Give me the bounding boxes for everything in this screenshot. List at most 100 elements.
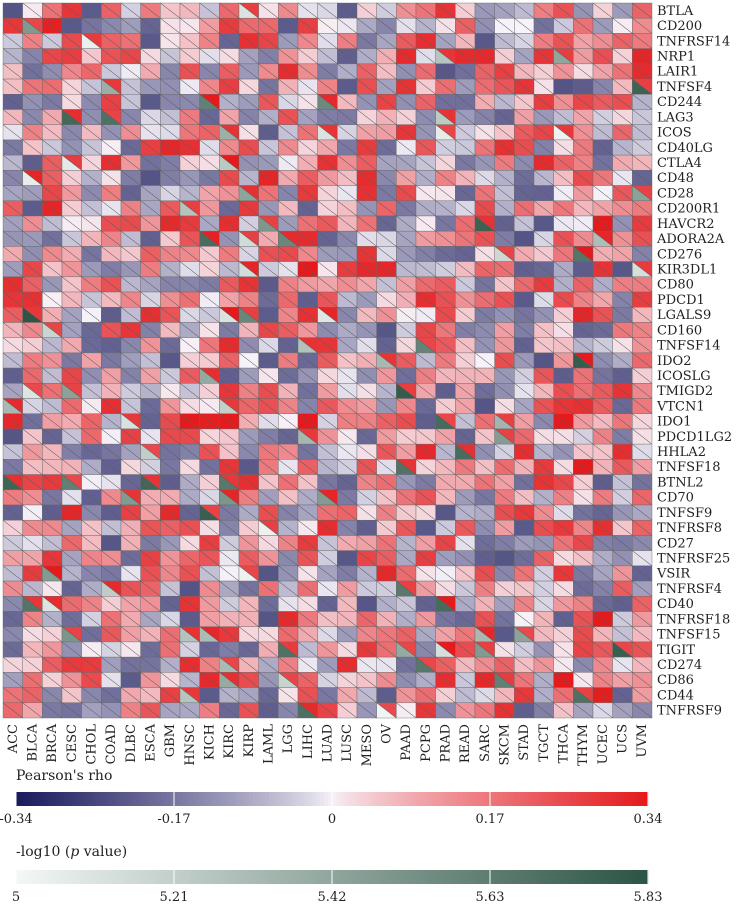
- heatmap-cell: [179, 78, 201, 95]
- cell-diagonal: [199, 48, 220, 65]
- heatmap-cell: [336, 200, 358, 217]
- heatmap-cell: [81, 2, 102, 19]
- heatmap-cell: [435, 306, 456, 323]
- cell-diagonal: [61, 520, 82, 536]
- cell-diagonal: [42, 352, 63, 369]
- heatmap-cell: [553, 109, 574, 126]
- cell-diagonal: [278, 78, 299, 95]
- cell-diagonal: [120, 565, 141, 582]
- heatmap-cell: [356, 489, 378, 506]
- cell-diagonal: [22, 444, 43, 460]
- cell-diagonal: [61, 474, 82, 490]
- heatmap-cell: [454, 48, 476, 65]
- cell-diagonal: [219, 2, 240, 19]
- heatmap-cell: [533, 261, 555, 278]
- heatmap-cell: [179, 519, 201, 536]
- cell-diagonal: [199, 474, 220, 490]
- cell-diagonal: [42, 2, 63, 19]
- heatmap-cell: [395, 519, 417, 536]
- cell-diagonal: [42, 139, 63, 156]
- heatmap-cell: [179, 337, 201, 354]
- cell-diagonal: [533, 565, 554, 582]
- heatmap-cell: [258, 124, 279, 141]
- cell-diagonal: [278, 459, 299, 475]
- cell-diagonal: [553, 291, 574, 308]
- cell-diagonal: [455, 337, 476, 354]
- heatmap-cell: [356, 458, 378, 476]
- heatmap-cell: [120, 382, 142, 399]
- heatmap-cell: [572, 382, 594, 399]
- cell-diagonal: [592, 154, 613, 171]
- heatmap-cell: [218, 261, 240, 278]
- cell-diagonal: [2, 565, 23, 582]
- cell-diagonal: [179, 276, 200, 293]
- cell-diagonal: [494, 307, 515, 323]
- cell-diagonal: [514, 78, 535, 95]
- cell-diagonal: [101, 504, 122, 521]
- heatmap-cell: [454, 550, 476, 567]
- cell-diagonal: [573, 2, 594, 19]
- cell-diagonal: [592, 78, 613, 95]
- cell-diagonal: [474, 535, 495, 551]
- cell-diagonal: [297, 565, 318, 582]
- cell-diagonal: [415, 215, 436, 232]
- cell-diagonal: [415, 444, 436, 460]
- heatmap-cell: [81, 33, 102, 50]
- cell-diagonal: [415, 261, 436, 277]
- cell-diagonal: [455, 170, 476, 186]
- heatmap-cell: [356, 230, 378, 247]
- cell-diagonal: [258, 535, 279, 551]
- cell-diagonal: [140, 489, 161, 506]
- cell-diagonal: [238, 200, 259, 217]
- cell-diagonal: [219, 124, 240, 141]
- cell-diagonal: [120, 276, 141, 293]
- heatmap-cell: [179, 306, 201, 323]
- heatmap-cell: [376, 33, 397, 50]
- heatmap-cell: [120, 17, 142, 34]
- heatmap-cell: [100, 535, 122, 552]
- heatmap-cell: [297, 124, 319, 141]
- cell-diagonal: [179, 200, 200, 217]
- cell-diagonal: [160, 276, 181, 293]
- heatmap-cell: [218, 322, 240, 339]
- cell-diagonal: [612, 413, 633, 430]
- heatmap-cell: [238, 535, 260, 552]
- cell-diagonal: [42, 413, 63, 430]
- heatmap-cell: [494, 291, 515, 308]
- cell-diagonal: [140, 78, 161, 95]
- cell-diagonal: [120, 33, 141, 49]
- heatmap-cell: [415, 337, 437, 354]
- heatmap-cell: [356, 382, 378, 399]
- heatmap-cell: [238, 352, 260, 369]
- cell-diagonal: [238, 185, 259, 201]
- cell-diagonal: [612, 520, 633, 536]
- cell-diagonal: [219, 322, 240, 338]
- cell-diagonal: [376, 413, 397, 430]
- cell-diagonal: [278, 367, 299, 384]
- cell-diagonal: [455, 94, 476, 110]
- heatmap-cell: [100, 565, 122, 582]
- cell-diagonal: [553, 2, 574, 19]
- heatmap-cell: [553, 169, 574, 186]
- heatmap-cell: [297, 200, 319, 217]
- cell-diagonal: [435, 48, 456, 65]
- cell-diagonal: [573, 322, 594, 338]
- heatmap-cell: [356, 337, 378, 354]
- heatmap-cell: [572, 169, 594, 186]
- heatmap-cell: [572, 185, 594, 202]
- cell-diagonal: [435, 33, 456, 49]
- heatmap-cell: [218, 230, 240, 247]
- heatmap-cell: [297, 245, 319, 263]
- heatmap-cell: [317, 124, 338, 141]
- cell-diagonal: [219, 185, 240, 201]
- cell-diagonal: [258, 215, 279, 232]
- heatmap-cell: [415, 48, 437, 65]
- heatmap-cell: [572, 200, 594, 217]
- heatmap-cell: [513, 550, 535, 567]
- cell-diagonal: [61, 367, 82, 384]
- cell-diagonal: [81, 352, 102, 369]
- cell-diagonal: [376, 200, 397, 217]
- cell-diagonal: [258, 398, 279, 414]
- cell-diagonal: [356, 565, 377, 582]
- heatmap-cell: [415, 124, 437, 141]
